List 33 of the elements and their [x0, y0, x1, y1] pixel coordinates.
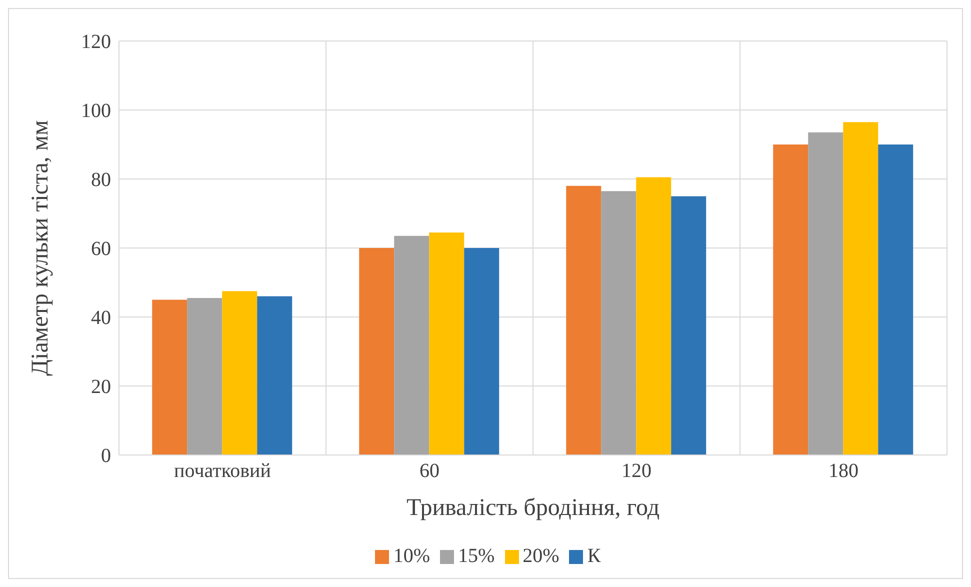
bar: [429, 232, 464, 455]
y-tick-label: 100: [81, 100, 111, 122]
legend-label: К: [587, 545, 601, 567]
bar: [601, 191, 636, 455]
bar: [843, 122, 878, 455]
legend-label: 10%: [393, 545, 430, 567]
bar: [671, 196, 706, 455]
x-tick-label: 180: [828, 460, 858, 482]
bar: [878, 144, 914, 455]
bar: [394, 236, 430, 455]
bar: [773, 144, 808, 455]
bar: [566, 186, 602, 455]
bar: [359, 248, 394, 455]
x-tick-label: початковий: [174, 460, 272, 482]
x-axis-title: Тривалість бродіння, год: [406, 495, 660, 521]
y-tick-label: 40: [91, 307, 111, 330]
bar: [222, 291, 258, 455]
x-tick-label: 60: [420, 460, 440, 482]
y-axis-title: Діаметр кульки тіста, мм: [28, 120, 54, 376]
y-tick-label: 0: [101, 445, 111, 468]
bar: [464, 248, 500, 455]
legend-label: 15%: [458, 545, 495, 567]
bar: [257, 296, 292, 455]
y-tick-label: 80: [91, 169, 111, 192]
y-tick-label: 20: [91, 376, 111, 398]
y-tick-label: 120: [81, 31, 111, 54]
bar: [152, 300, 188, 455]
legend-label: 20%: [522, 545, 560, 567]
x-tick-label: 120: [622, 460, 652, 482]
y-tick-label: 60: [91, 238, 111, 260]
bar: [636, 177, 672, 455]
bar: [187, 298, 222, 455]
bar: [808, 132, 844, 455]
